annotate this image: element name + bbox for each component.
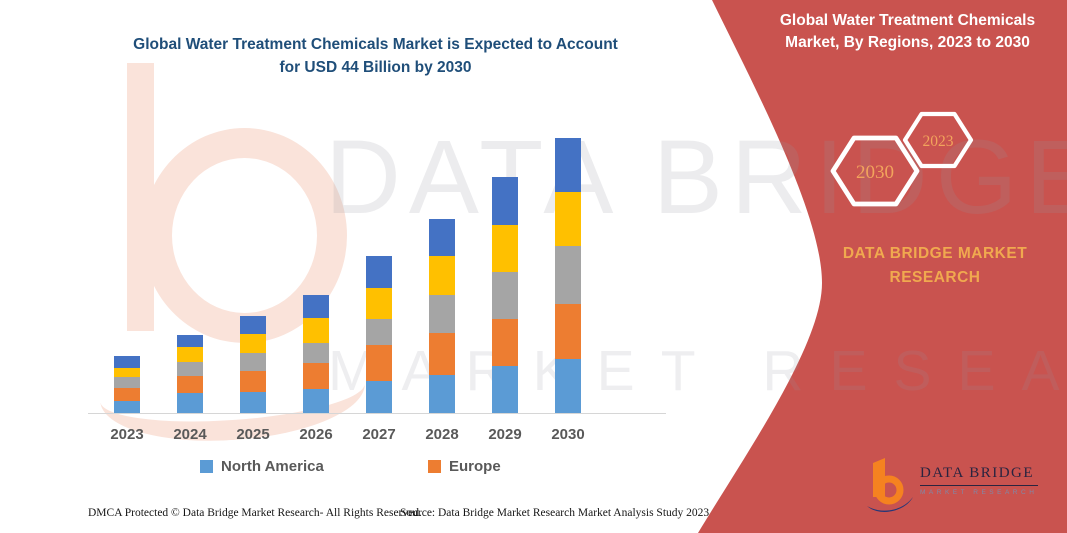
- logo-subtitle-text: MARKET RESEARCH: [920, 489, 1038, 496]
- stacked-bar-2026: [303, 295, 329, 413]
- segment-unlabeled-darkblue-2026: [303, 295, 329, 318]
- segment-Europe-2024: [177, 376, 203, 393]
- segment-unlabeled-gray-2029: [492, 272, 518, 319]
- segment-unlabeled-darkblue-2027: [366, 256, 392, 288]
- segment-unlabeled-yellow-2023: [114, 368, 140, 377]
- segment-North America-2025: [240, 392, 266, 413]
- hexagon-2023-label: 2023: [923, 133, 954, 150]
- hexagon-2030-label: 2030: [856, 162, 894, 183]
- segment-North America-2028: [429, 375, 455, 413]
- x-tick-label-2028: 2028: [425, 426, 459, 443]
- logo-name-text: DATA BRIDGE: [920, 465, 1035, 481]
- source-text: Source: Data Bridge Market Research Mark…: [400, 507, 710, 519]
- brand-text: DATA BRIDGE MARKET RESEARCH: [842, 245, 1028, 287]
- panel-title: Global Water Treatment Chemicals Market,…: [779, 12, 1036, 52]
- data-bridge-b-icon: [867, 458, 913, 512]
- segment-North America-2026: [303, 389, 329, 413]
- segment-unlabeled-darkblue-2030: [555, 138, 581, 192]
- x-tick-label-2027: 2027: [362, 426, 396, 443]
- segment-unlabeled-yellow-2030: [555, 192, 581, 246]
- dmca-copyright-text: DMCA Protected © Data Bridge Market Rese…: [88, 507, 422, 519]
- stacked-bar-2024: [177, 335, 203, 413]
- segment-unlabeled-darkblue-2024: [177, 335, 203, 347]
- segment-unlabeled-gray-2028: [429, 295, 455, 333]
- hexagon-2023: [902, 111, 974, 169]
- legend-swatch-north-america: [200, 460, 213, 473]
- segment-unlabeled-gray-2025: [240, 353, 266, 371]
- segment-unlabeled-yellow-2029: [492, 225, 518, 272]
- x-tick-label-2025: 2025: [236, 426, 270, 443]
- logo-rule: [920, 485, 1038, 486]
- x-tick-label-2024: 2024: [173, 426, 207, 443]
- year-hexagons: 2030 2023: [830, 111, 974, 207]
- legend-item-north-america: North America: [200, 458, 324, 475]
- segment-unlabeled-gray-2027: [366, 319, 392, 345]
- segment-unlabeled-yellow-2024: [177, 347, 203, 362]
- x-tick-label-2030: 2030: [551, 426, 585, 443]
- segment-unlabeled-gray-2026: [303, 343, 329, 363]
- x-tick-label-2029: 2029: [488, 426, 522, 443]
- data-bridge-logo: DATA BRIDGE MARKET RESEARCH: [865, 453, 1065, 525]
- segment-unlabeled-yellow-2028: [429, 256, 455, 295]
- segment-unlabeled-yellow-2025: [240, 334, 266, 353]
- legend-swatch-europe: [428, 460, 441, 473]
- segment-unlabeled-darkblue-2028: [429, 219, 455, 256]
- x-tick-label-2023: 2023: [110, 426, 144, 443]
- segment-unlabeled-yellow-2026: [303, 318, 329, 343]
- x-axis-line: [88, 413, 666, 414]
- segment-unlabeled-darkblue-2025: [240, 316, 266, 334]
- stacked-bar-2023: [114, 356, 140, 413]
- x-tick-label-2026: 2026: [299, 426, 333, 443]
- segment-unlabeled-darkblue-2023: [114, 356, 140, 368]
- segment-Europe-2029: [492, 319, 518, 366]
- segment-North America-2024: [177, 393, 203, 413]
- segment-North America-2023: [114, 401, 140, 413]
- watermark-text-line1: DATA BRIDGE: [325, 119, 1067, 236]
- segment-North America-2029: [492, 366, 518, 413]
- segment-unlabeled-yellow-2027: [366, 288, 392, 319]
- segment-Europe-2030: [555, 304, 581, 359]
- stacked-bar-2027: [366, 256, 392, 413]
- segment-unlabeled-darkblue-2029: [492, 177, 518, 225]
- segment-North America-2027: [366, 381, 392, 413]
- legend-label-north-america: North America: [221, 458, 324, 475]
- segment-Europe-2028: [429, 333, 455, 375]
- stacked-bar-2029: [492, 177, 518, 413]
- segment-unlabeled-gray-2024: [177, 362, 203, 376]
- segment-Europe-2026: [303, 363, 329, 389]
- stacked-bar-2030: [555, 138, 581, 413]
- segment-unlabeled-gray-2030: [555, 246, 581, 304]
- segment-unlabeled-gray-2023: [114, 377, 140, 388]
- stacked-bar-2028: [429, 219, 455, 413]
- stacked-bar-2025: [240, 316, 266, 413]
- chart-title: Global Water Treatment Chemicals Market …: [133, 36, 618, 77]
- legend-label-europe: Europe: [449, 458, 501, 475]
- segment-North America-2030: [555, 359, 581, 413]
- segment-Europe-2023: [114, 388, 140, 401]
- segment-Europe-2027: [366, 345, 392, 381]
- legend-item-europe: Europe: [428, 458, 501, 475]
- segment-Europe-2025: [240, 371, 266, 392]
- hexagon-2030: [830, 135, 920, 207]
